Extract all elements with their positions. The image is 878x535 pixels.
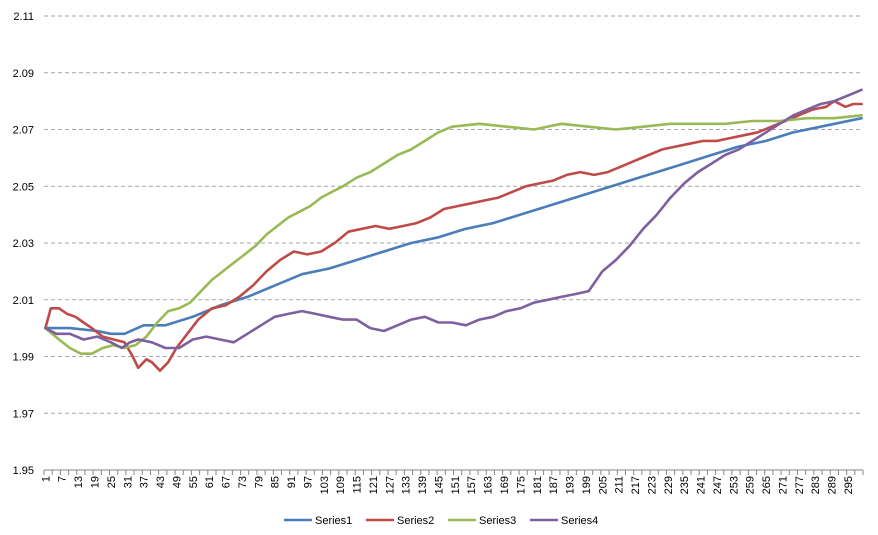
x-tick-label: 19	[90, 476, 102, 488]
x-tick-label: 157	[466, 476, 478, 494]
x-tick-label: 109	[335, 476, 347, 494]
x-tick-label: 115	[352, 476, 364, 494]
x-tick-label: 199	[581, 476, 593, 494]
x-tick-label: 85	[270, 476, 282, 488]
x-axis-tick-labels: 1 7 13 19 25 31 37 43 49 55 61 67 73 79 85 91 97 103 109 11…	[40, 476, 855, 494]
x-tick-label: 127	[384, 476, 396, 494]
legend-item-series4: Series4	[530, 515, 598, 527]
x-tick-label: 151	[450, 476, 462, 494]
x-tick-label: 73	[237, 476, 249, 488]
x-tick-label: 13	[73, 476, 85, 488]
y-tick-label: 2.11	[13, 11, 34, 23]
y-tick-label: 1.95	[13, 465, 34, 477]
x-tick-label: 37	[139, 476, 151, 488]
x-tick-label: 91	[286, 476, 298, 488]
x-tick-label: 235	[679, 476, 691, 494]
legend-item-series1: Series1	[284, 515, 352, 527]
x-tick-label: 1	[40, 476, 52, 482]
x-tick-label: 247	[712, 476, 724, 494]
x-tick-label: 145	[433, 476, 445, 494]
x-tick-label: 55	[188, 476, 200, 488]
y-tick-label: 1.97	[13, 408, 34, 420]
x-tick-label: 271	[777, 476, 789, 494]
y-tick-label: 2.03	[13, 238, 34, 250]
legend: Series1 Series2 Series3 Series4	[284, 515, 598, 527]
legend-label: Series4	[561, 515, 598, 527]
x-tick-label: 139	[417, 476, 429, 494]
x-tick-label: 61	[204, 476, 216, 488]
x-tick-label: 181	[532, 476, 544, 494]
x-tick-label: 205	[597, 476, 609, 494]
legend-label: Series3	[479, 515, 516, 527]
x-tick-label: 103	[319, 476, 331, 494]
y-tick-label: 2.05	[13, 181, 34, 193]
x-tick-label: 169	[499, 476, 511, 494]
legend-label: Series2	[397, 515, 434, 527]
x-tick-label: 187	[548, 476, 560, 494]
x-tick-label: 49	[171, 476, 183, 488]
x-tick-label: 67	[221, 476, 233, 488]
x-tick-label: 283	[810, 476, 822, 494]
y-tick-label: 2.07	[13, 125, 34, 137]
x-tick-label: 223	[646, 476, 658, 494]
x-tick-label: 265	[761, 476, 773, 494]
y-axis-tick-labels: 1.95 1.97 1.99 2.01 2.03 2.05 2.07 2.09 2.11	[13, 11, 34, 477]
x-tick-label: 295	[843, 476, 855, 494]
x-tick-label: 175	[515, 476, 527, 494]
x-tick-label: 229	[663, 476, 675, 494]
legend-item-series2: Series2	[366, 515, 434, 527]
series-line-series3	[44, 114, 863, 355]
x-tick-label: 217	[630, 476, 642, 494]
x-tick-label: 7	[57, 476, 69, 482]
x-tick-label: 277	[794, 476, 806, 494]
x-tick-label: 97	[302, 476, 314, 488]
gridlines	[44, 15, 863, 414]
x-tick-label: 31	[122, 476, 134, 488]
y-tick-label: 1.99	[13, 352, 34, 364]
x-tick-label: 289	[827, 476, 839, 494]
x-axis	[43, 469, 864, 475]
series-line-series4	[44, 88, 863, 350]
x-tick-label: 253	[728, 476, 740, 494]
series-line-series2	[44, 99, 863, 372]
x-tick-label: 79	[253, 476, 265, 488]
x-tick-label: 211	[614, 476, 626, 494]
x-tick-label: 43	[155, 476, 167, 488]
x-tick-label: 163	[483, 476, 495, 494]
y-tick-label: 2.01	[13, 295, 34, 307]
series-line-series1	[44, 116, 863, 336]
legend-item-series3: Series3	[448, 515, 516, 527]
x-tick-label: 133	[401, 476, 413, 494]
x-tick-label: 121	[368, 476, 380, 494]
x-tick-label: 25	[106, 476, 118, 488]
x-tick-label: 241	[696, 476, 708, 494]
x-tick-label: 259	[745, 476, 757, 494]
x-tick-label: 193	[565, 476, 577, 494]
y-tick-label: 2.09	[13, 68, 34, 80]
series-lines	[44, 88, 863, 372]
legend-label: Series1	[315, 515, 352, 527]
